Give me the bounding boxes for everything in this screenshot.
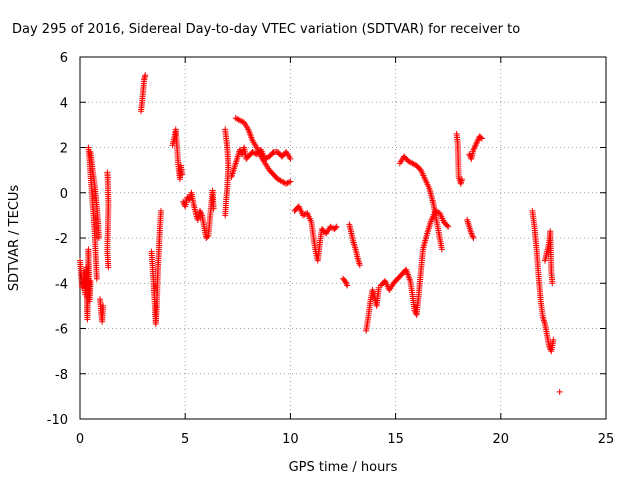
x-tick-label: 5 bbox=[181, 432, 189, 447]
x-tick-label: 20 bbox=[493, 432, 510, 447]
data-point bbox=[332, 224, 339, 231]
data-point bbox=[344, 282, 351, 289]
x-tick-label: 25 bbox=[598, 432, 615, 447]
data-point bbox=[445, 223, 452, 230]
x-tick-label: 0 bbox=[76, 432, 84, 447]
y-tick-label: -4 bbox=[55, 277, 68, 292]
data-points bbox=[77, 72, 563, 395]
data-point bbox=[222, 212, 229, 219]
data-point bbox=[458, 176, 465, 183]
data-point bbox=[356, 262, 363, 269]
data-point bbox=[556, 388, 563, 395]
y-axis-label: SDTVAR / TECUs bbox=[7, 185, 22, 292]
data-point bbox=[105, 264, 112, 271]
x-axis-label: GPS time / hours bbox=[289, 460, 398, 475]
data-point bbox=[95, 235, 102, 241]
data-point bbox=[142, 72, 149, 79]
data-point bbox=[87, 277, 94, 284]
data-point bbox=[158, 207, 165, 214]
y-axis: -10 -8 -6 -4 -2 0 2 4 6 bbox=[47, 51, 606, 428]
y-tick-label: 6 bbox=[60, 51, 68, 66]
y-tick-label: -8 bbox=[55, 368, 68, 383]
data-point bbox=[444, 222, 451, 229]
data-point bbox=[549, 280, 556, 287]
y-tick-label: 4 bbox=[60, 96, 68, 111]
data-point bbox=[100, 302, 107, 309]
x-axis: 0 5 10 15 20 25 bbox=[76, 57, 614, 447]
data-point bbox=[333, 223, 340, 230]
x-tick-label: 15 bbox=[387, 432, 404, 447]
data-point bbox=[470, 235, 477, 241]
y-tick-label: -10 bbox=[47, 413, 68, 428]
data-point bbox=[478, 135, 485, 142]
grid-lines bbox=[80, 57, 606, 419]
data-point bbox=[550, 336, 557, 343]
data-point bbox=[477, 134, 484, 141]
x-tick-label: 10 bbox=[282, 432, 299, 447]
data-point bbox=[438, 246, 445, 253]
data-point bbox=[287, 155, 294, 162]
data-point bbox=[179, 171, 186, 178]
data-point bbox=[285, 179, 292, 186]
data-point bbox=[93, 275, 100, 282]
data-point bbox=[284, 179, 291, 186]
y-tick-label: -2 bbox=[55, 232, 68, 247]
data-point bbox=[204, 233, 211, 240]
data-point bbox=[210, 205, 217, 212]
y-tick-label: 2 bbox=[60, 142, 68, 157]
data-point bbox=[287, 178, 294, 185]
chart-title: Day 295 of 2016, Sidereal Day-to-day VTE… bbox=[12, 22, 520, 37]
y-tick-label: 0 bbox=[60, 187, 68, 202]
y-tick-label: -6 bbox=[55, 323, 68, 338]
